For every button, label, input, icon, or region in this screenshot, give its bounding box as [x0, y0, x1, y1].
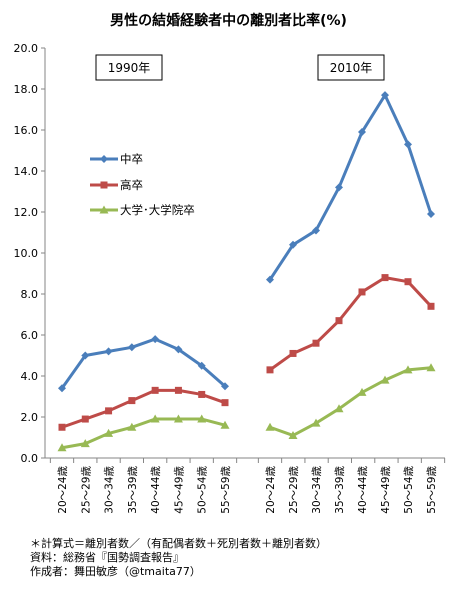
data-point [266, 275, 274, 284]
data-point [335, 183, 343, 192]
data-point [312, 339, 320, 347]
data-point [174, 386, 182, 394]
data-point [197, 361, 206, 370]
data-point [427, 210, 435, 219]
data-point [312, 226, 320, 235]
data-point [58, 384, 66, 393]
data-point [151, 335, 160, 344]
data-point [104, 347, 113, 356]
y-tick-label: 6.0 [21, 329, 39, 342]
panel-label: 1990年 [108, 61, 151, 75]
y-tick-label: 0.0 [21, 452, 39, 465]
series-line [269, 276, 433, 372]
y-tick-label: 4.0 [21, 370, 39, 383]
y-tick-label: 12.0 [14, 206, 39, 219]
y-tick-label: 14.0 [14, 165, 39, 178]
x-tick-label: 30～34歳 [104, 466, 116, 514]
data-point [151, 386, 159, 394]
legend-marker [99, 205, 109, 214]
legend-label: 中卒 [120, 152, 143, 166]
data-point [220, 420, 230, 429]
data-point [404, 278, 412, 286]
data-point [311, 418, 321, 427]
series-line [61, 417, 226, 450]
data-point [427, 302, 435, 310]
data-point [381, 274, 389, 282]
data-point [358, 128, 366, 137]
panel-label: 2010年 [330, 61, 373, 75]
data-point [289, 240, 297, 249]
y-tick-label: 10.0 [14, 247, 39, 260]
legend-marker [100, 181, 108, 189]
data-point [288, 430, 298, 439]
data-point [358, 288, 366, 296]
data-point [265, 422, 275, 431]
data-point [221, 399, 229, 407]
data-point [150, 414, 160, 423]
data-point [128, 397, 136, 405]
x-tick-label: 50～54歳 [403, 466, 415, 514]
legend-marker [100, 155, 108, 163]
x-tick-label: 50～54歳 [197, 466, 209, 514]
series-line [61, 388, 226, 429]
data-point [127, 422, 137, 431]
y-tick-label: 2.0 [21, 411, 39, 424]
x-tick-label: 35～39歳 [334, 466, 346, 514]
series-line [268, 93, 433, 281]
x-tick-label: 20～24歳 [57, 466, 69, 514]
data-point [81, 351, 90, 360]
data-point [334, 404, 344, 413]
data-point [221, 382, 229, 391]
y-tick-label: 16.0 [14, 124, 39, 137]
x-tick-label: 45～49歳 [380, 466, 392, 514]
data-point [381, 91, 389, 100]
chart-title: 男性の結婚経験者中の離別者比率(%) [110, 13, 347, 29]
x-tick-label: 55～59歳 [220, 466, 232, 514]
x-tick-label: 30～34歳 [311, 466, 323, 514]
x-tick-label: 20～24歳 [265, 466, 277, 514]
data-point [173, 414, 183, 423]
data-point [57, 443, 67, 452]
data-point [197, 414, 207, 423]
data-point [105, 407, 113, 415]
x-tick-label: 25～29歳 [80, 466, 92, 514]
panel-label-box [95, 54, 163, 81]
x-tick-label: 40～44歳 [150, 466, 162, 514]
y-tick-label: 8.0 [21, 288, 39, 301]
data-point [426, 363, 436, 372]
x-tick-label: 45～49歳 [173, 466, 185, 514]
x-tick-label: 25～29歳 [288, 466, 300, 514]
legend-label: 大学･大学院卒 [120, 203, 195, 217]
data-point [81, 415, 89, 423]
x-tick-label: 35～39歳 [127, 466, 139, 514]
y-tick-label: 18.0 [14, 83, 39, 96]
x-tick-label: 55～59歳 [426, 466, 438, 514]
data-point [127, 343, 136, 352]
author-note: 作成者：舞田敏彦（@tmaita77） [30, 565, 201, 578]
data-point [403, 365, 413, 374]
data-point [58, 423, 66, 431]
data-point [266, 366, 274, 374]
data-point [198, 390, 206, 398]
data-point [289, 349, 297, 357]
formula-note: ＊計算式＝離別者数／（有配偶者数＋死別者数＋離別者数） [30, 537, 327, 550]
data-point [357, 387, 367, 396]
source-note: 資料：総務省『国勢調査報告』 [30, 551, 184, 564]
x-tick-label: 40～44歳 [357, 466, 369, 514]
data-point [404, 140, 412, 149]
data-point [335, 317, 343, 325]
data-point [80, 439, 90, 448]
series-line [269, 366, 432, 437]
series-line [60, 337, 226, 390]
panel-label-box [317, 54, 385, 81]
data-point [380, 375, 390, 384]
legend-label: 高卒 [120, 178, 143, 192]
data-point [104, 428, 114, 437]
y-tick-label: 20.0 [14, 42, 39, 55]
data-point [174, 345, 183, 354]
